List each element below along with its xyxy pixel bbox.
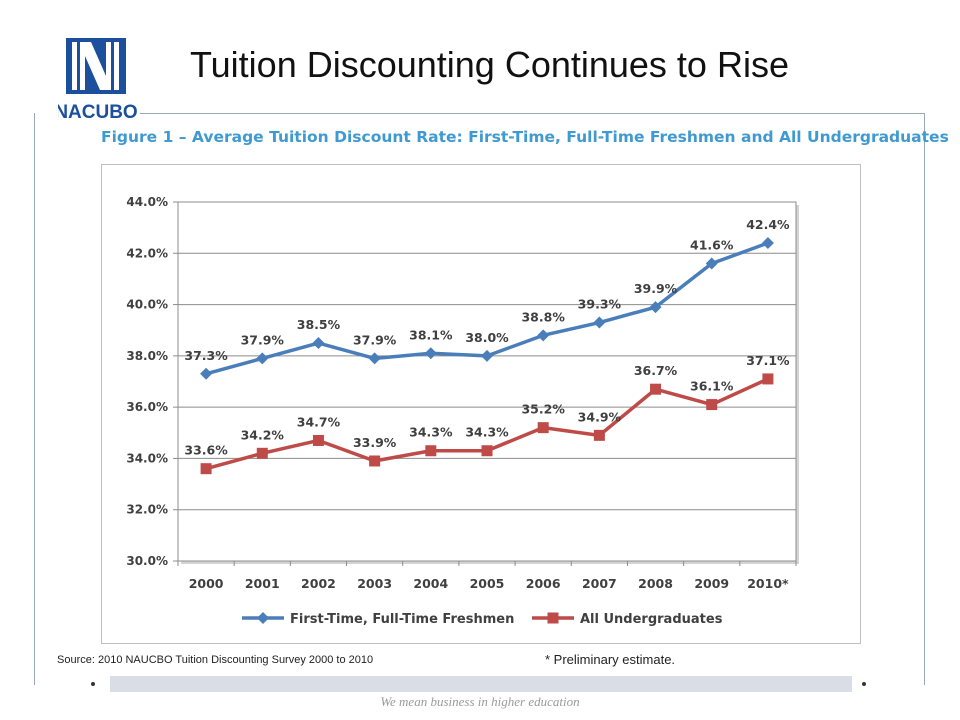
data-label: 34.3% <box>409 425 453 440</box>
y-tick-label: 30.0% <box>126 554 168 568</box>
x-tick-label: 2006 <box>526 576 561 591</box>
x-tick-label: 2000 <box>189 576 224 591</box>
x-tick-label: 2010* <box>747 576 789 591</box>
data-point <box>368 352 381 365</box>
preliminary-footnote: * Preliminary estimate. <box>545 652 676 667</box>
data-point <box>369 455 381 467</box>
data-label: 36.1% <box>690 379 734 394</box>
data-label: 33.9% <box>353 435 397 450</box>
y-tick-label: 42.0% <box>126 246 168 260</box>
x-tick-label: 2003 <box>357 576 392 591</box>
y-tick-label: 34.0% <box>126 451 168 465</box>
data-point <box>256 447 268 459</box>
data-label: 42.4% <box>746 217 790 232</box>
x-tick-label: 2004 <box>413 576 448 591</box>
y-tick-label: 44.0% <box>126 195 168 209</box>
data-point <box>706 399 718 411</box>
data-label: 38.8% <box>521 309 565 324</box>
x-tick-label: 2009 <box>694 576 729 591</box>
data-point <box>650 383 662 395</box>
data-point <box>312 337 325 350</box>
x-tick-label: 2002 <box>301 576 336 591</box>
data-label: 35.2% <box>521 402 565 417</box>
data-label: 34.9% <box>578 409 622 424</box>
data-label: 37.9% <box>353 332 397 347</box>
legend-label: All Undergraduates <box>580 612 723 627</box>
chart-area: 30.0% 32.0% 34.0% 36.0% 38.0% 40.0% 42.0% 44.0%… <box>101 164 861 644</box>
data-point <box>424 347 437 360</box>
slide-title: Tuition Discounting Continues to Rise <box>190 44 789 85</box>
y-tick-label: 36.0% <box>126 400 168 414</box>
legend-label: First-Time, Full-Time Freshmen <box>290 612 514 627</box>
data-point <box>537 422 549 434</box>
frame-border-top <box>140 113 925 114</box>
data-label: 41.6% <box>690 238 734 253</box>
x-tick-label: 2007 <box>582 576 617 591</box>
data-point <box>705 257 718 270</box>
x-tick-label: 2008 <box>638 576 673 591</box>
data-point <box>256 352 269 365</box>
figure-caption: Figure 1 – Average Tuition Discount Rate… <box>101 128 949 146</box>
data-point <box>481 445 493 457</box>
data-point <box>312 434 324 446</box>
x-tick-label: 2005 <box>470 576 505 591</box>
data-point <box>481 349 493 362</box>
data-point <box>593 316 606 329</box>
data-point <box>200 463 212 475</box>
y-tick-label: 32.0% <box>126 503 168 517</box>
data-label: 39.9% <box>634 281 678 296</box>
svg-text:NACUBO: NACUBO <box>58 102 138 122</box>
data-label: 39.3% <box>578 297 622 312</box>
y-tick-label: 40.0% <box>126 298 168 312</box>
plot-area <box>177 201 797 562</box>
footer-bullet-left <box>91 682 95 686</box>
data-label: 34.2% <box>241 427 285 442</box>
data-label: 38.5% <box>297 317 341 332</box>
data-label: 36.7% <box>634 363 678 378</box>
data-label: 38.1% <box>409 327 453 342</box>
frame-border-left <box>34 113 35 685</box>
y-tick-label: 38.0% <box>126 349 168 363</box>
nacubo-logo: NACUBO <box>54 36 138 123</box>
footer-tagline: We mean business in higher education <box>380 694 580 709</box>
x-tick-label: 2001 <box>245 576 280 591</box>
data-label: 38.0% <box>465 330 509 345</box>
footer-bullet-right <box>862 682 866 686</box>
data-point <box>593 429 605 441</box>
data-label: 37.9% <box>241 332 285 347</box>
data-point <box>762 373 774 385</box>
source-note: Source: 2010 NAUCBO Tuition Discounting … <box>57 654 374 666</box>
footer-band <box>110 676 852 692</box>
data-label: 34.7% <box>297 414 341 429</box>
data-label: 37.1% <box>746 353 790 368</box>
data-point <box>649 301 662 314</box>
data-point <box>537 329 550 342</box>
data-point <box>425 445 437 457</box>
legend-marker <box>547 612 559 624</box>
frame-border-right <box>924 113 925 685</box>
line-chart: 30.0% 32.0% 34.0% 36.0% 38.0% 40.0% 42.0% 44.0%… <box>126 195 799 627</box>
data-label: 34.3% <box>465 425 509 440</box>
data-point <box>761 237 774 250</box>
data-point <box>200 367 213 380</box>
data-label: 37.3% <box>184 348 228 363</box>
legend-marker <box>257 612 269 624</box>
data-label: 33.6% <box>184 443 228 458</box>
